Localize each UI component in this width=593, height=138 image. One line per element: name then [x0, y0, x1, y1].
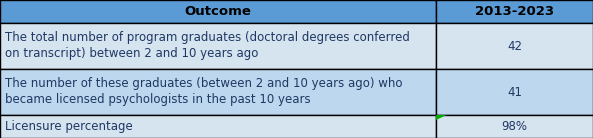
Bar — [0, 0, 436, 23]
Bar — [436, 0, 593, 23]
Text: Licensure percentage: Licensure percentage — [5, 120, 132, 133]
Bar — [436, 69, 593, 115]
Text: The total number of program graduates (doctoral degrees conferred
on transcript): The total number of program graduates (d… — [5, 31, 410, 60]
Bar — [436, 23, 593, 69]
Text: Outcome: Outcome — [184, 5, 251, 18]
Text: 42: 42 — [507, 39, 522, 52]
Text: 98%: 98% — [502, 120, 527, 133]
Text: 41: 41 — [507, 86, 522, 99]
Text: The number of these graduates (between 2 and 10 years ago) who
became licensed p: The number of these graduates (between 2… — [5, 78, 402, 107]
Bar — [0, 69, 436, 115]
Polygon shape — [436, 115, 447, 120]
Bar — [436, 115, 593, 138]
Bar — [0, 115, 436, 138]
Text: 2013-2023: 2013-2023 — [475, 5, 554, 18]
Bar — [0, 23, 436, 69]
